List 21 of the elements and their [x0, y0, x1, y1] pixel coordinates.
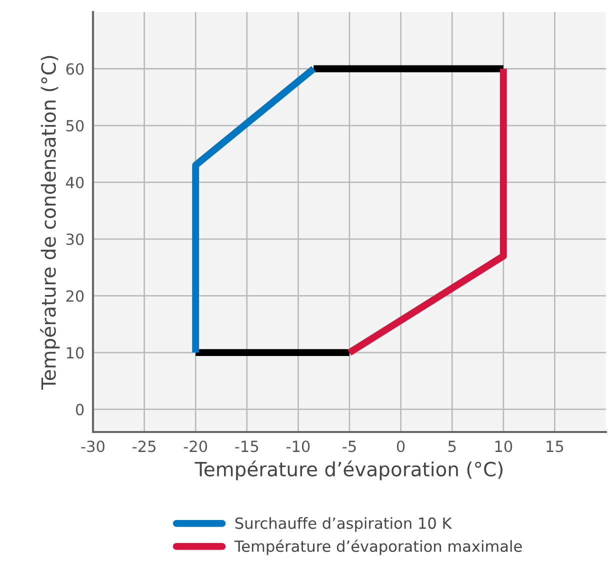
- x-tick-label: 5: [448, 440, 456, 452]
- x-tick-label: 0: [396, 440, 405, 452]
- y-tick-label: 40: [66, 176, 84, 188]
- legend-label: Température d’évaporation maximale: [234, 540, 522, 555]
- y-tick-label: 30: [66, 233, 84, 246]
- y-tick-label: 0: [76, 404, 84, 416]
- x-tick-label: 15: [546, 440, 564, 452]
- y-tick-label: 60: [66, 63, 84, 75]
- x-tick-label: -30: [81, 440, 104, 452]
- y-tick-label: 50: [66, 120, 84, 132]
- x-tick-label: -20: [184, 440, 208, 452]
- y-axis-title: Température de condensation (°C): [40, 56, 60, 390]
- legend-label: Surchauffe d’aspiration 10 K: [235, 517, 452, 532]
- x-axis-title: Température d’évaporation (°C): [194, 460, 502, 480]
- x-tick-label: -15: [235, 440, 258, 452]
- y-tick-label: 20: [66, 290, 84, 302]
- x-tick-label: -5: [342, 440, 356, 452]
- x-tick-label: 10: [495, 440, 512, 452]
- y-tick-label: 10: [66, 347, 84, 359]
- x-tick-label: -10: [286, 440, 310, 452]
- x-tick-label: -25: [132, 440, 156, 452]
